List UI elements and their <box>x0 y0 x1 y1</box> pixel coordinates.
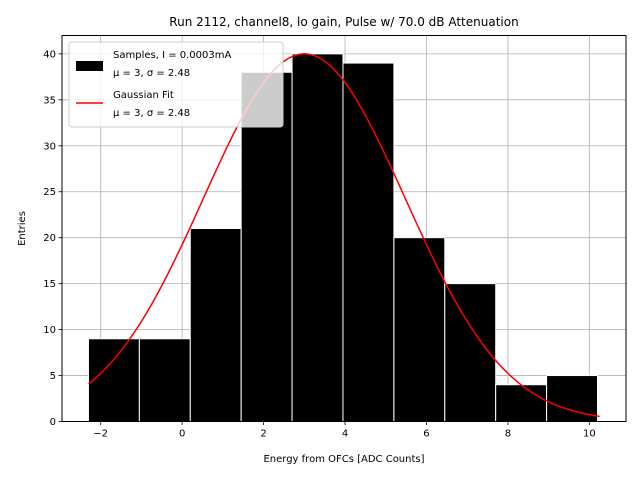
y-axis-label: Entries <box>17 211 28 246</box>
x-tick-label: 10 <box>583 429 596 440</box>
y-axis-ticks: 0 5 10 15 20 25 30 35 40 <box>43 49 62 428</box>
gaussian-fit-line <box>87 53 600 418</box>
y-tick-label: 35 <box>43 95 56 106</box>
y-tick-label: 0 <box>50 417 56 428</box>
x-tick-label: 0 <box>179 429 185 440</box>
y-tick-label: 15 <box>43 279 56 290</box>
y-tick-label: 5 <box>50 371 56 382</box>
legend-samples-swatch <box>76 61 103 71</box>
histogram-bar <box>138 338 191 422</box>
histogram-bar <box>495 384 548 423</box>
x-tick-label: 6 <box>423 429 429 440</box>
histogram-bar <box>393 237 446 422</box>
histogram-bar <box>291 53 344 422</box>
legend: Samples, I = 0.0003mA μ = 3, σ = 2.48 Ga… <box>68 41 284 128</box>
histogram-bar <box>342 62 395 422</box>
y-tick-label: 10 <box>43 325 56 336</box>
chart-title: Run 2112, channel8, lo gain, Pulse w/ 70… <box>169 15 518 29</box>
histogram-bars <box>87 53 598 423</box>
histogram-bar <box>240 71 293 422</box>
y-tick-label: 25 <box>43 187 56 198</box>
legend-fit-stats: μ = 3, σ = 2.48 <box>113 108 190 119</box>
x-tick-label: 2 <box>260 429 266 440</box>
x-tick-label: 4 <box>342 429 348 440</box>
plot-area-frame <box>61 35 627 422</box>
y-tick-label: 30 <box>43 141 56 152</box>
legend-samples-label: Samples, I = 0.0003mA <box>113 50 231 61</box>
histogram-bar <box>444 283 497 422</box>
x-axis-ticks: −2 0 2 4 6 8 10 <box>93 421 596 440</box>
legend-fit-label: Gaussian Fit <box>113 90 174 101</box>
y-tick-label: 40 <box>43 49 56 60</box>
gaussian-fit-group <box>87 53 600 418</box>
legend-samples-stats: μ = 3, σ = 2.48 <box>113 68 190 79</box>
x-axis-label: Energy from OFCs [ADC Counts] <box>263 454 424 465</box>
histogram-bar <box>189 228 242 422</box>
y-tick-label: 20 <box>43 233 56 244</box>
histogram-bar <box>87 338 140 422</box>
x-tick-label: 8 <box>505 429 511 440</box>
x-tick-label: −2 <box>93 429 108 440</box>
legend-frame <box>68 41 284 128</box>
